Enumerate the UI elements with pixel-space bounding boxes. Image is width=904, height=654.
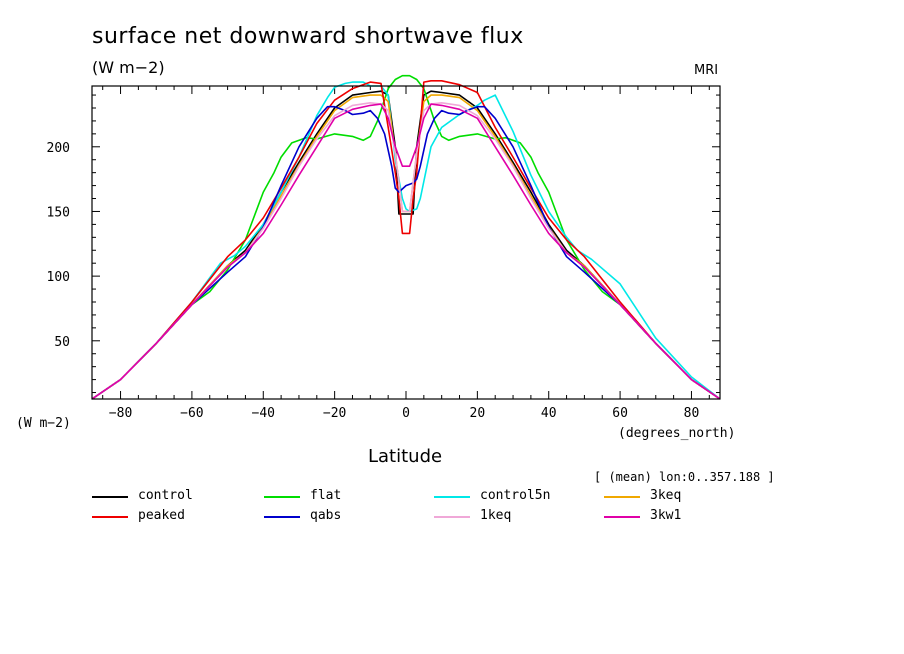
chart-title: surface net downward shortwave flux	[92, 24, 524, 49]
axis-ticks	[92, 86, 720, 399]
x-tick-label: 80	[684, 406, 700, 421]
series-line-control5n	[91, 81, 721, 400]
tick-labels: −80 −60 −40 −20 0 20 40 60 80 50 100 150 200	[47, 141, 700, 421]
series-line-control	[91, 90, 721, 400]
series-line-3kw1	[91, 103, 721, 400]
x-axis-label: Latitude	[368, 446, 443, 467]
series-line-qabs	[91, 105, 721, 400]
legend-swatch	[264, 496, 300, 498]
y-tick-label: 200	[47, 141, 70, 156]
legend-label: qabs	[310, 508, 342, 523]
series-lines	[91, 74, 721, 400]
legend-label: peaked	[138, 508, 185, 523]
legend-label: 1keq	[480, 508, 512, 523]
series-line-flat	[91, 74, 721, 400]
legend-swatch	[434, 496, 470, 498]
legend-swatch	[434, 516, 470, 518]
legend-swatch	[92, 496, 128, 498]
x-tick-label: −20	[323, 406, 346, 421]
legend-label: flat	[310, 488, 342, 503]
model-source-label: MRI	[694, 63, 719, 78]
x-tick-label: 40	[541, 406, 557, 421]
legend-swatch	[604, 496, 640, 498]
legend-swatch	[264, 516, 300, 518]
plot-frame	[91, 85, 721, 400]
legend-label: control	[138, 488, 193, 503]
legend-label: 3keq	[650, 488, 682, 503]
x-tick-label: −60	[180, 406, 203, 421]
legend-label: 3kw1	[650, 508, 682, 523]
y-tick-label: 50	[54, 335, 70, 350]
y-axis-units: (W m−2)	[16, 416, 71, 431]
series-line-peaked	[91, 80, 721, 400]
x-tick-label: −40	[252, 406, 275, 421]
series-line-3keq	[91, 94, 721, 400]
x-tick-label: 0	[402, 406, 410, 421]
series-line-1keq	[91, 102, 721, 400]
x-axis-units: (degrees_north)	[618, 426, 736, 441]
chart-units: (W m−2)	[92, 58, 165, 77]
legend-swatch	[604, 516, 640, 518]
region-annotation: [ (mean) lon:0..357.188 ]	[594, 470, 775, 484]
y-tick-label: 100	[47, 270, 70, 285]
x-tick-label: 20	[470, 406, 486, 421]
x-tick-label: 60	[612, 406, 628, 421]
y-tick-label: 150	[47, 205, 70, 220]
legend-swatch	[92, 516, 128, 518]
x-tick-label: −80	[109, 406, 132, 421]
legend-label: control5n	[480, 488, 551, 503]
